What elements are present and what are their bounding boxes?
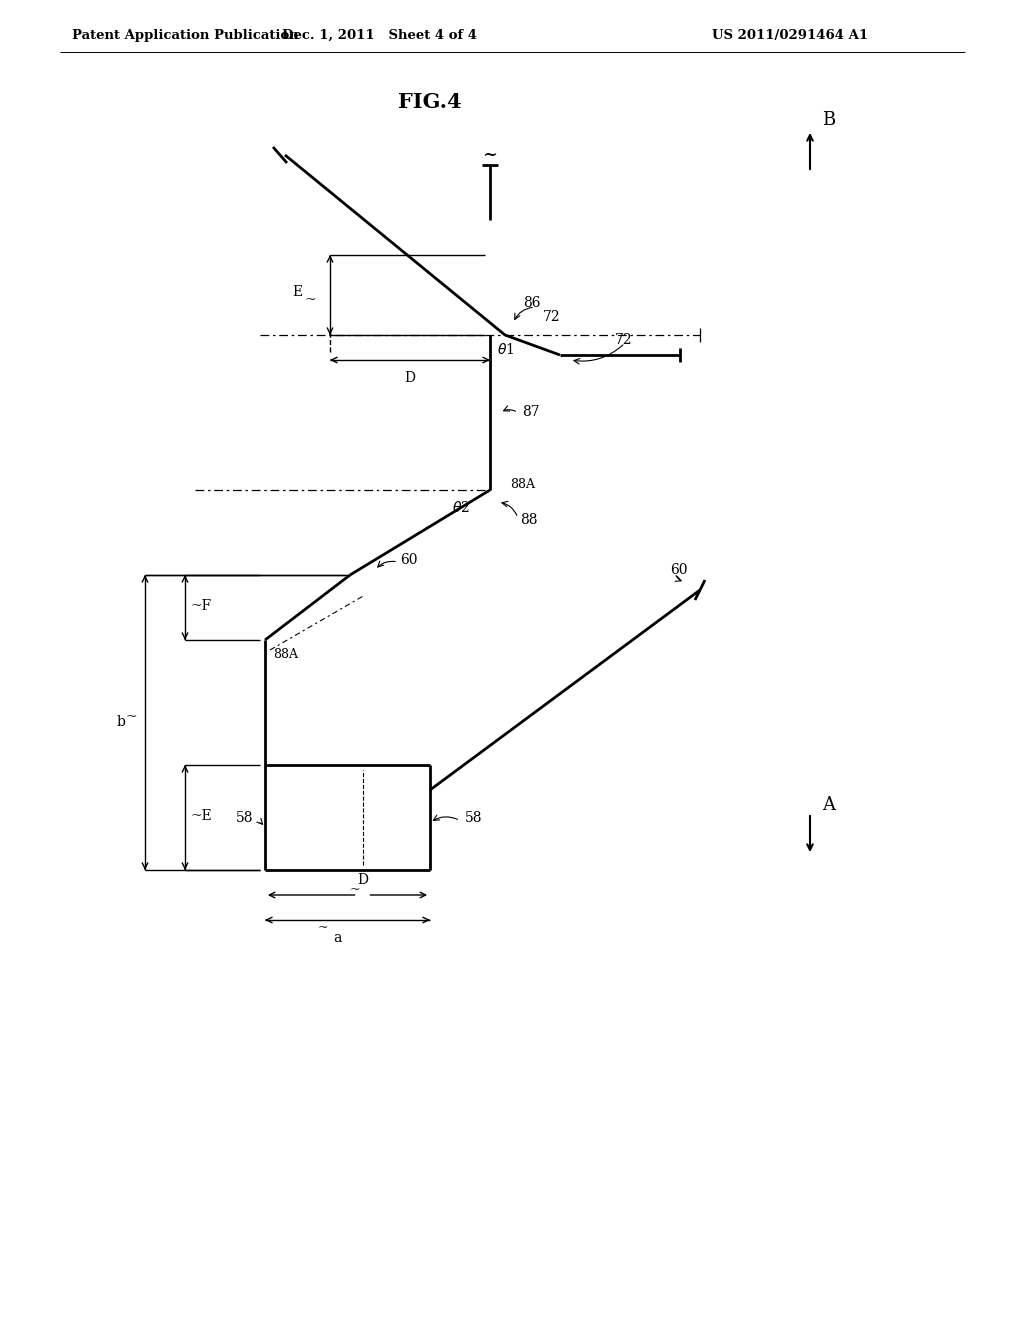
Text: ~: ~	[125, 710, 137, 725]
Text: 60: 60	[400, 553, 418, 568]
Text: B: B	[822, 111, 836, 129]
Text: 58: 58	[236, 810, 253, 825]
Text: $\theta$1: $\theta$1	[497, 342, 514, 358]
Text: 58: 58	[465, 810, 482, 825]
Text: US 2011/0291464 A1: US 2011/0291464 A1	[712, 29, 868, 41]
Text: $\theta$2: $\theta$2	[453, 500, 470, 516]
Text: 88: 88	[520, 513, 538, 527]
Text: A: A	[822, 796, 835, 814]
Text: ~: ~	[349, 883, 359, 896]
Text: D: D	[404, 371, 416, 385]
Text: 88A: 88A	[510, 479, 535, 491]
Text: 72: 72	[615, 333, 633, 347]
Text: 86: 86	[523, 296, 541, 310]
Text: Patent Application Publication: Patent Application Publication	[72, 29, 299, 41]
Text: E: E	[292, 285, 302, 300]
Text: ~E: ~E	[190, 808, 212, 822]
Text: ~: ~	[317, 921, 328, 935]
Text: a: a	[334, 931, 342, 945]
Text: Dec. 1, 2011   Sheet 4 of 4: Dec. 1, 2011 Sheet 4 of 4	[283, 29, 477, 41]
Text: 72: 72	[543, 310, 560, 323]
Text: 60: 60	[670, 564, 687, 577]
Text: D: D	[357, 873, 368, 887]
Text: 87: 87	[522, 405, 540, 420]
Text: 88A: 88A	[273, 648, 298, 661]
Text: ~: ~	[304, 293, 316, 308]
Text: ~: ~	[482, 147, 498, 164]
Text: b: b	[116, 715, 125, 730]
Text: ~F: ~F	[190, 598, 211, 612]
Text: FIG.4: FIG.4	[398, 92, 462, 112]
